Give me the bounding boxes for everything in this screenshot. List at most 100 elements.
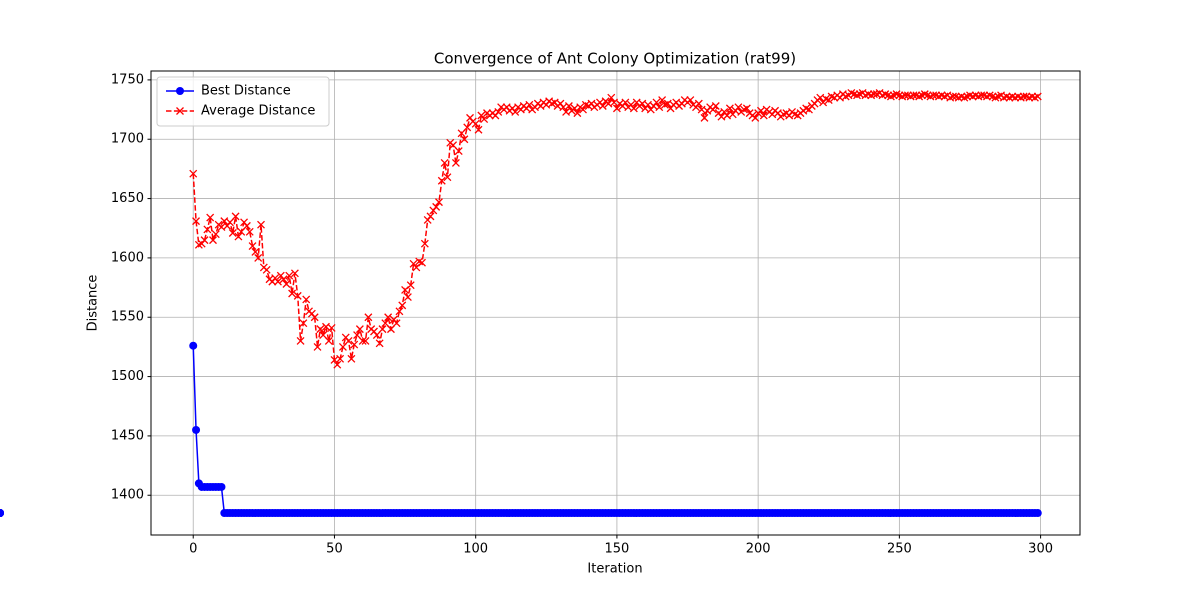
point-marker	[494, 107, 503, 116]
y-tick-label: 1700	[111, 132, 144, 147]
x-tick-label: 250	[887, 542, 912, 557]
point-marker	[313, 342, 322, 351]
legend-marker	[176, 107, 184, 115]
x-tick-label: 50	[326, 542, 343, 557]
point-marker	[511, 107, 520, 116]
point-marker	[358, 337, 367, 345]
y-tick-label: 1650	[111, 191, 144, 206]
point-marker	[420, 239, 429, 248]
point-marker	[310, 313, 319, 322]
point-marker	[327, 323, 336, 332]
point-marker	[192, 217, 201, 226]
point-marker	[234, 232, 243, 241]
point-marker	[658, 96, 667, 105]
y-tick-label: 1500	[111, 369, 144, 384]
point-marker	[621, 98, 630, 107]
x-tick-label: 150	[604, 542, 629, 557]
legend: Best Distance Average Distance	[156, 76, 330, 127]
point-marker	[384, 313, 393, 322]
x-tick-label: 200	[746, 542, 771, 557]
point-marker	[333, 360, 342, 369]
point-marker	[751, 113, 760, 122]
y-axis-label: Distance	[86, 275, 101, 332]
point-marker	[251, 248, 260, 256]
y-tick-label: 1750	[111, 72, 144, 87]
x-tick-label: 100	[463, 542, 488, 557]
point-marker	[355, 325, 364, 334]
point-marker	[403, 293, 412, 302]
grid	[151, 71, 1080, 535]
point-marker	[711, 102, 720, 110]
x-axis-label: Iteration	[587, 562, 642, 577]
point-marker	[192, 425, 201, 434]
point-marker	[299, 319, 308, 328]
y-tick-label: 1550	[111, 310, 144, 325]
y-tick-label: 1450	[111, 428, 144, 443]
legend-label: Average Distance	[201, 104, 315, 119]
point-marker	[652, 98, 661, 107]
point-marker	[282, 280, 291, 288]
point-marker	[257, 220, 265, 229]
point-marker	[375, 339, 384, 348]
legend-label: Best Distance	[201, 84, 291, 99]
point-marker	[316, 325, 325, 334]
point-marker	[395, 307, 404, 316]
point-marker	[296, 337, 305, 345]
point-marker	[344, 337, 353, 345]
point-marker	[392, 319, 401, 328]
point-marker	[206, 213, 215, 222]
point-marker	[525, 100, 534, 109]
point-marker	[302, 295, 311, 304]
point-marker	[598, 102, 607, 110]
point-marker	[288, 289, 297, 298]
point-marker	[742, 104, 751, 113]
axes-frame	[150, 70, 1081, 536]
point-marker	[398, 301, 407, 310]
point-marker	[189, 169, 198, 178]
chart-title: Convergence of Ant Colony Optimization (…	[434, 50, 796, 68]
point-marker	[725, 104, 734, 113]
point-marker	[437, 176, 446, 185]
point-marker	[350, 340, 359, 349]
point-marker	[1033, 509, 1042, 518]
point-marker	[734, 103, 743, 112]
point-marker	[217, 482, 226, 491]
point-marker	[460, 135, 469, 144]
y-tick-label: 1600	[111, 250, 144, 265]
point-marker	[564, 102, 573, 110]
point-marker	[443, 173, 452, 182]
point-marker	[686, 96, 695, 105]
point-marker	[378, 325, 387, 334]
point-marker	[440, 159, 449, 167]
point-marker	[285, 271, 294, 280]
point-marker	[364, 313, 373, 322]
point-marker	[435, 198, 443, 207]
point-marker	[200, 236, 209, 245]
point-marker	[211, 230, 220, 239]
point-marker	[612, 104, 621, 113]
point-marker	[248, 242, 257, 250]
point-marker	[480, 115, 489, 124]
point-marker	[694, 99, 703, 108]
point-marker	[573, 109, 582, 118]
point-marker	[471, 119, 480, 128]
point-marker	[700, 113, 709, 122]
y-tick-label: 1400	[111, 488, 144, 503]
point-marker	[254, 253, 263, 262]
point-marker	[209, 236, 217, 245]
point-marker	[426, 212, 435, 221]
point-marker	[655, 103, 664, 112]
point-marker	[474, 125, 483, 134]
x-tick-label: 300	[1028, 542, 1053, 557]
point-marker	[274, 277, 282, 286]
point-marker	[242, 221, 251, 230]
point-marker	[290, 269, 299, 278]
point-marker	[336, 354, 345, 363]
point-marker	[231, 212, 240, 221]
series-line	[192, 92, 1039, 367]
point-marker	[189, 341, 198, 350]
point-marker	[629, 104, 638, 113]
legend-marker	[176, 87, 184, 95]
point-marker	[607, 93, 616, 102]
